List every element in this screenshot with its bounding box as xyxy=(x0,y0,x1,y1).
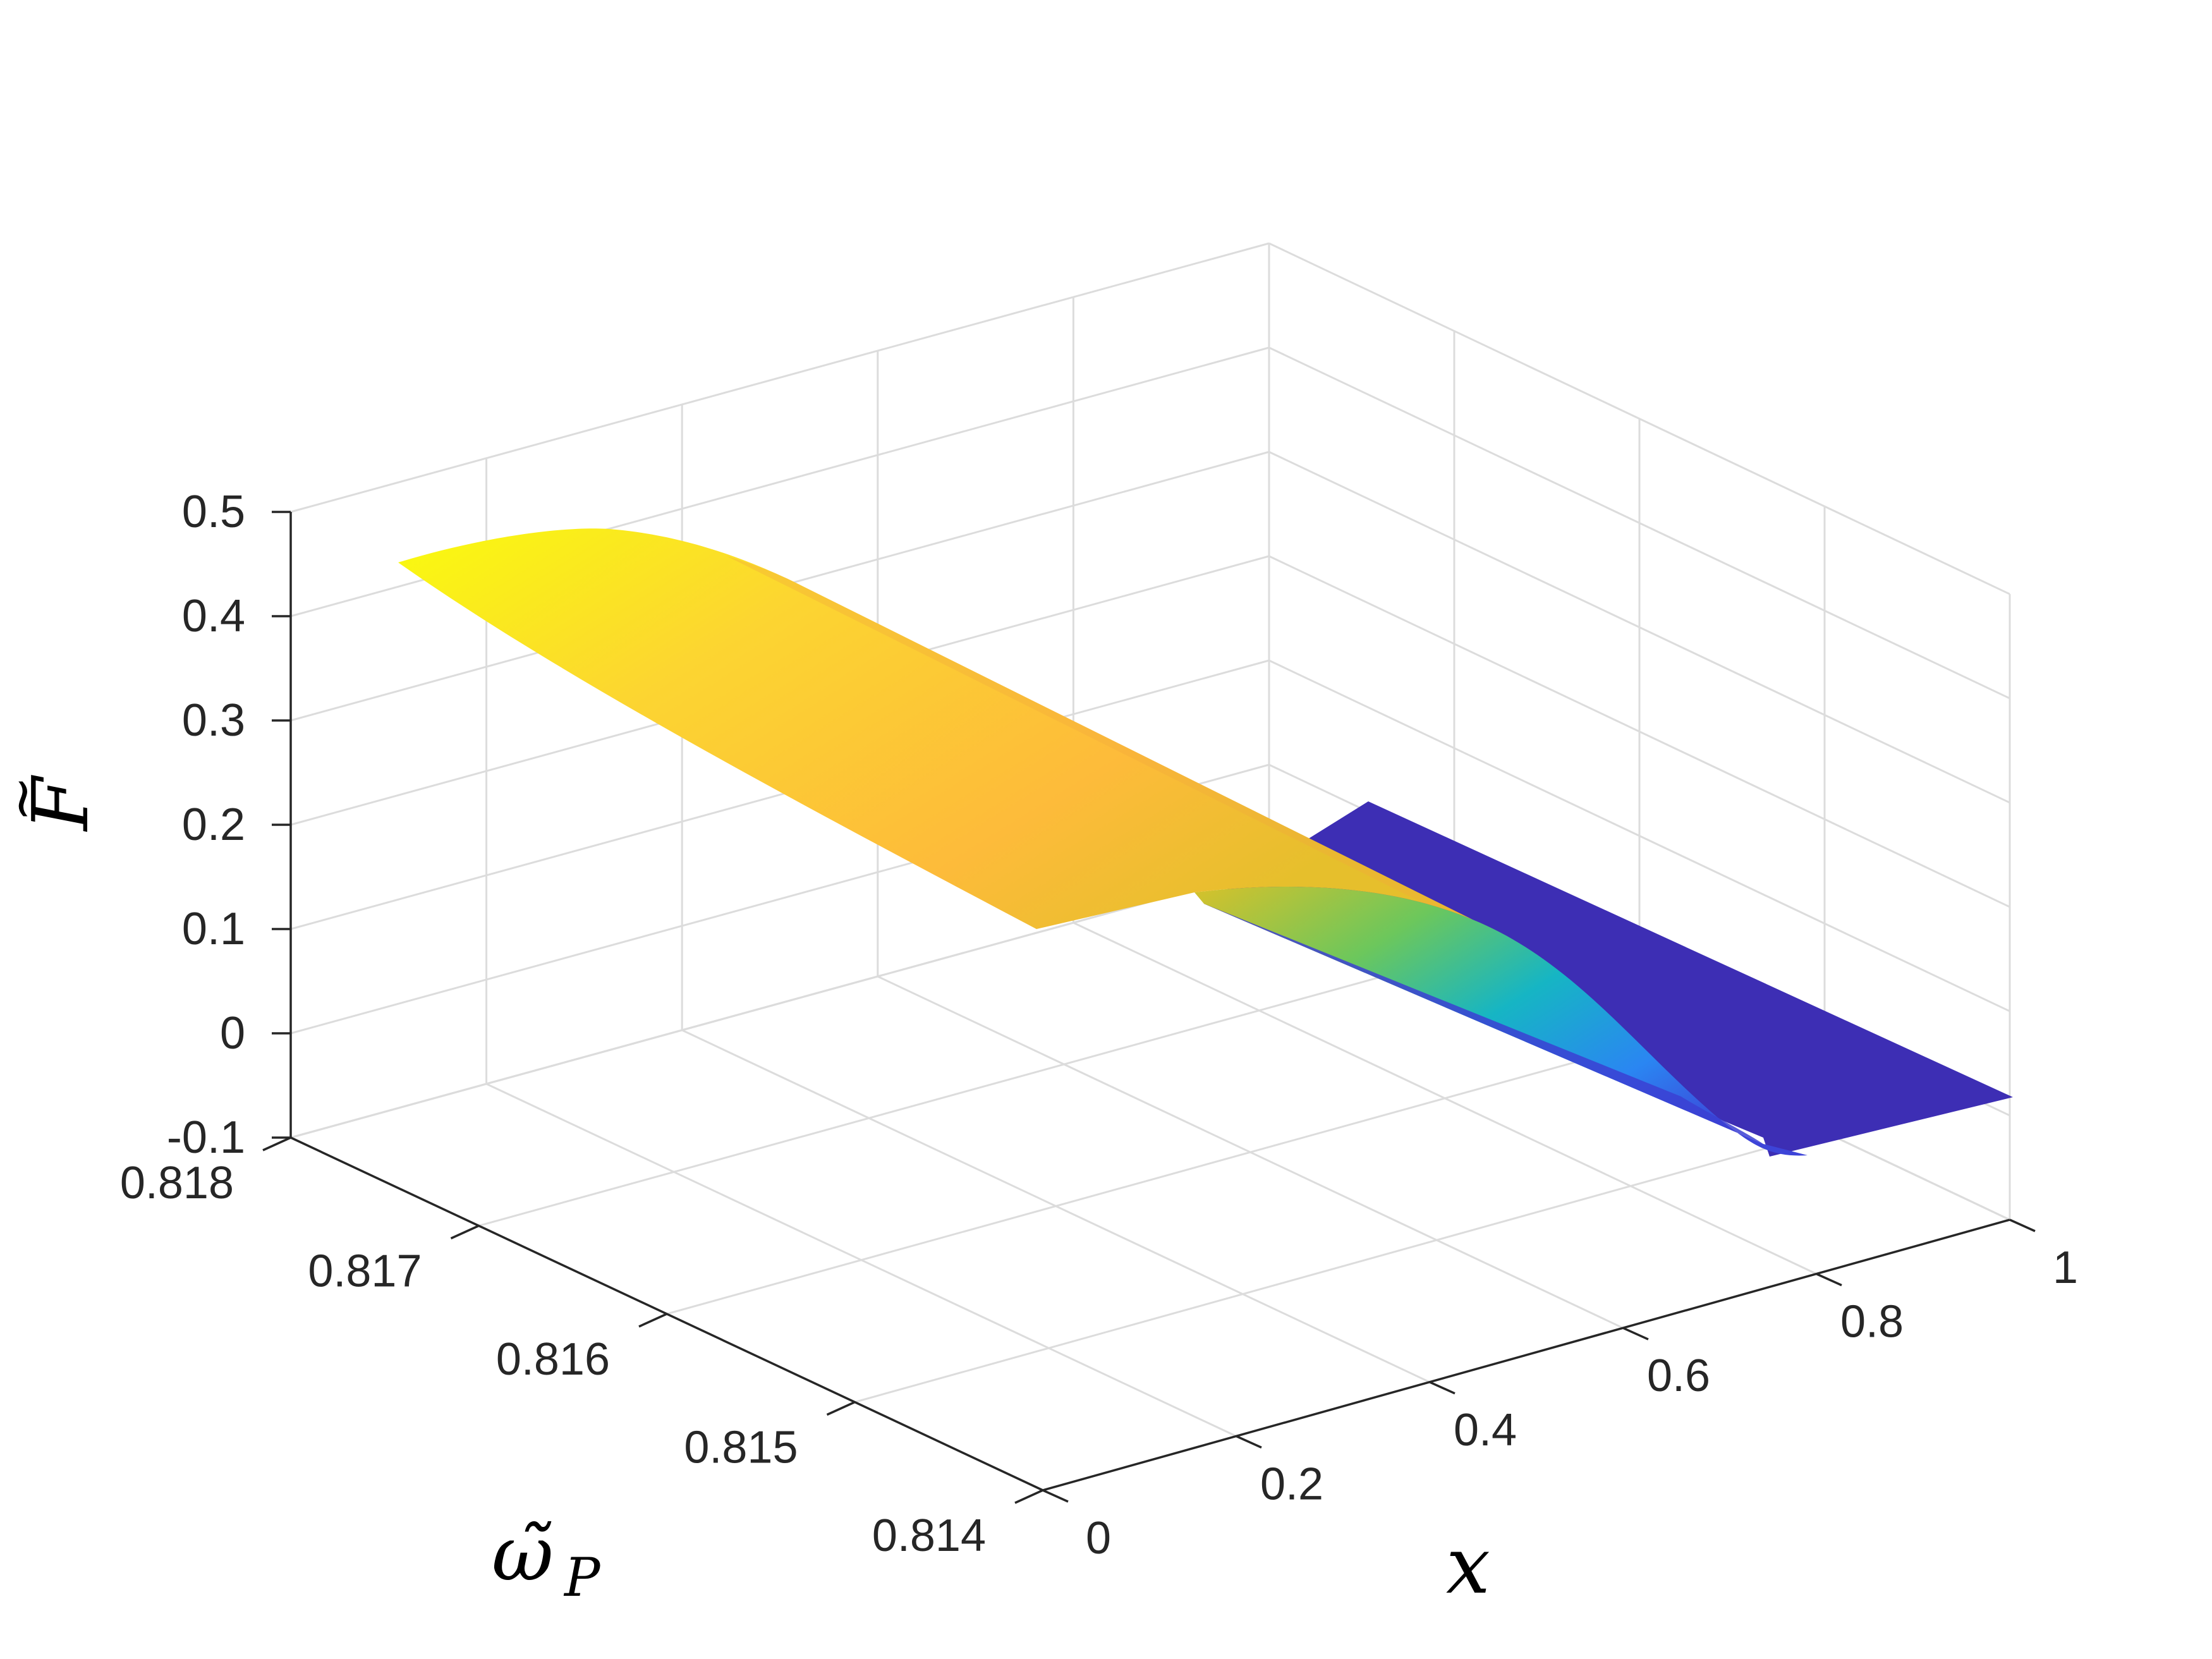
x-tick-label: 1 xyxy=(2053,1243,2078,1293)
z-tick-label: 0.1 xyxy=(182,904,245,954)
x-tick-mark xyxy=(1236,1435,1262,1449)
x-tick-mark xyxy=(1429,1381,1455,1395)
x-tick-mark xyxy=(1816,1273,1842,1287)
z-axis-label: F ~ xyxy=(0,774,106,832)
omega-tick-label: 0.817 xyxy=(308,1246,422,1297)
z-tick-label: 0 xyxy=(220,1008,245,1059)
surface-plateau xyxy=(398,528,1473,929)
z-tick-label: -0.1 xyxy=(167,1112,245,1163)
x-tick-label: 0 xyxy=(1086,1513,1111,1564)
omega-tick-label: 0.814 xyxy=(872,1510,986,1561)
x-axis-line xyxy=(1042,1218,2010,1492)
x-axis-label: x xyxy=(1446,1521,1490,1612)
grid-line-z xyxy=(290,242,1270,513)
grid-line-omega-floor xyxy=(666,1043,1640,1315)
omega-tick-label: 0.815 xyxy=(684,1423,798,1473)
surface xyxy=(398,528,2013,1157)
y-axis-label-text: ω̃ xyxy=(492,1510,554,1598)
x-tick-mark xyxy=(2009,1218,2036,1232)
omega-tick-mark xyxy=(262,1136,291,1152)
x-tick-label: 0.2 xyxy=(1260,1459,1323,1509)
z-tick-label: 0.4 xyxy=(182,591,245,641)
z-axis-label-text: F xyxy=(16,774,106,832)
y-axis-label-sub: P xyxy=(563,1547,601,1608)
grid-line-omega-floor xyxy=(854,1131,1825,1403)
x-tick-label: 0.6 xyxy=(1647,1351,1710,1401)
omega-tick-mark xyxy=(450,1224,480,1240)
omega-tick-mark xyxy=(638,1313,667,1328)
z-axis-label-accent: ~ xyxy=(0,775,54,822)
z-tick-label: 0.3 xyxy=(182,695,245,746)
surface-ridge-shade xyxy=(727,556,1473,920)
tick-labels: -0.1 0 0.1 0.2 0.3 0.4 0.5 0.814 0.815 0.816 0.817… xyxy=(120,487,2078,1564)
axes-layer xyxy=(262,511,2036,1504)
omega-tick-label: 0.816 xyxy=(496,1334,610,1385)
z-tick-label: 0.2 xyxy=(182,799,245,850)
omega-tick-label: 0.818 xyxy=(120,1158,234,1208)
z-tick-label: 0.5 xyxy=(182,487,245,537)
y-axis-label: ω̃ P xyxy=(492,1510,601,1608)
x-tick-label: 0.4 xyxy=(1454,1405,1517,1455)
omega-tick-mark xyxy=(826,1401,856,1416)
grid-line-z xyxy=(290,659,1270,930)
grid-line-omega-floor xyxy=(478,956,1455,1227)
surface-fall-edge xyxy=(1204,904,1763,1144)
x-tick-mark xyxy=(1042,1489,1069,1503)
x-tick-label: 0.8 xyxy=(1840,1297,1904,1347)
x-tick-mark xyxy=(1622,1327,1649,1340)
omega-tick-mark xyxy=(1014,1489,1043,1504)
grid-line-omega-floor xyxy=(290,868,1270,1139)
